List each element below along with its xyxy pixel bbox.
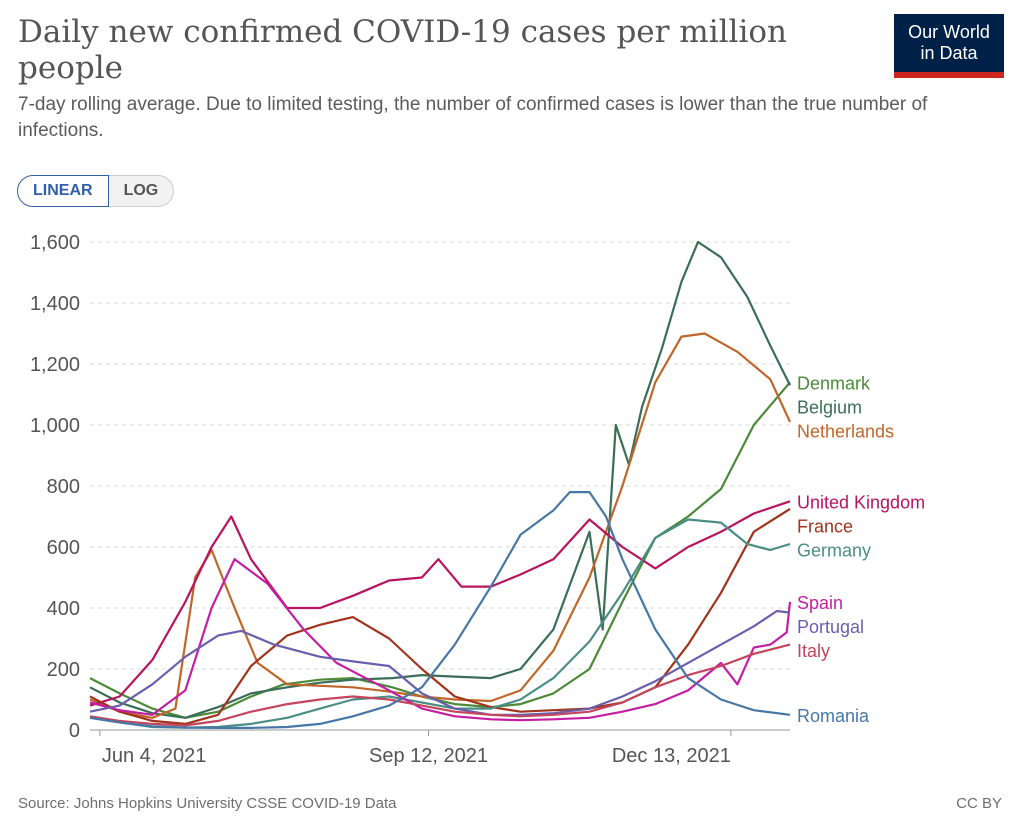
- x-tick-label: Sep 12, 2021: [369, 745, 488, 767]
- owid-logo[interactable]: Our World in Data: [894, 14, 1004, 78]
- x-tick-label: Dec 13, 2021: [612, 745, 731, 767]
- series-line-spain: [89, 558, 792, 722]
- y-tick-label: 1,200: [30, 354, 80, 376]
- legend-label-denmark: Denmark: [797, 373, 871, 393]
- legend-label-portugal: Portugal: [797, 617, 864, 637]
- series-line-united-kingdom: [89, 500, 791, 707]
- y-tick-label: 0: [69, 720, 80, 742]
- scale-toggle: LINEAR LOG: [17, 175, 175, 207]
- legend-label-belgium: Belgium: [797, 397, 862, 417]
- legend-label-spain: Spain: [797, 593, 843, 613]
- series-line-italy: [89, 643, 791, 727]
- y-tick-label: 600: [47, 537, 80, 559]
- legend-label-netherlands: Netherlands: [797, 421, 894, 441]
- legend-label-germany: Germany: [797, 540, 871, 560]
- legend-label-france: France: [797, 516, 853, 536]
- chart-title: Daily new confirmed COVID-19 cases per m…: [18, 14, 787, 86]
- series-line-portugal: [89, 609, 791, 716]
- x-tick-label: Jun 4, 2021: [102, 745, 207, 767]
- y-tick-label: 1,400: [30, 293, 80, 315]
- series-line-france: [89, 507, 791, 726]
- logo-line-1: Our World: [908, 22, 990, 42]
- log-scale-button[interactable]: LOG: [108, 175, 175, 207]
- y-tick-label: 400: [47, 598, 80, 620]
- chart-subtitle: 7-day rolling average. Due to limited te…: [18, 94, 928, 141]
- y-tick-label: 1,000: [30, 415, 80, 437]
- series-line-germany: [89, 518, 791, 729]
- legend-label-italy: Italy: [797, 641, 830, 661]
- license-link[interactable]: CC BY: [956, 795, 1002, 812]
- series-line-romania: [89, 491, 791, 730]
- legend-label-romania: Romania: [797, 706, 870, 726]
- y-tick-label: 800: [47, 476, 80, 498]
- source-note[interactable]: Source: Johns Hopkins University CSSE CO…: [18, 795, 397, 812]
- y-tick-label: 200: [47, 659, 80, 681]
- linear-scale-button[interactable]: LINEAR: [17, 175, 109, 207]
- series-line-netherlands: [89, 332, 791, 719]
- legend-label-united-kingdom: United Kingdom: [797, 492, 925, 512]
- logo-line-2: in Data: [920, 43, 978, 63]
- series-line-belgium: [89, 240, 791, 719]
- y-tick-label: 1,600: [30, 232, 80, 254]
